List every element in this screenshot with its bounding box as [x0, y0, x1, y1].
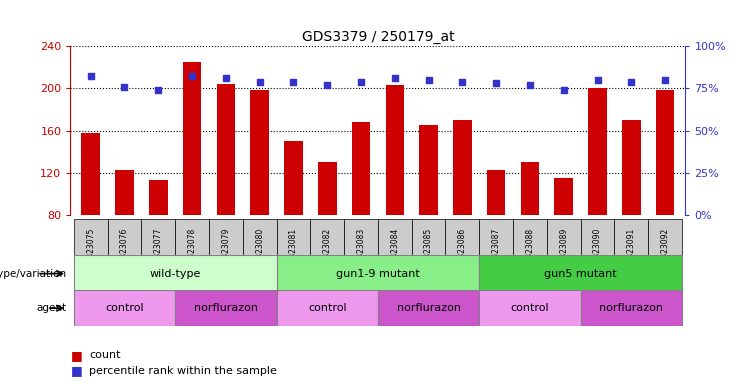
Point: [422, 77, 434, 83]
Bar: [547, 219, 581, 276]
Text: wild-type: wild-type: [150, 268, 201, 279]
Text: GSM323084: GSM323084: [391, 227, 399, 274]
Text: norflurazon: norflurazon: [194, 303, 258, 313]
Point: [119, 84, 130, 90]
Text: GSM323088: GSM323088: [525, 227, 534, 274]
Bar: [622, 120, 641, 215]
Point: [389, 75, 401, 81]
Text: control: control: [105, 303, 144, 313]
Bar: [115, 170, 134, 215]
Bar: [614, 219, 648, 276]
Text: control: control: [308, 303, 347, 313]
Bar: [378, 219, 412, 276]
Bar: [513, 219, 547, 276]
Bar: [250, 91, 269, 215]
Text: GSM323091: GSM323091: [627, 227, 636, 274]
Text: count: count: [89, 350, 121, 360]
Bar: [175, 219, 209, 276]
Text: GSM323075: GSM323075: [86, 227, 95, 274]
Text: GSM323092: GSM323092: [661, 227, 670, 274]
Text: GSM323083: GSM323083: [356, 227, 365, 274]
Point: [322, 82, 333, 88]
Text: GSM323076: GSM323076: [120, 227, 129, 274]
Bar: [284, 141, 303, 215]
Text: gun1-9 mutant: gun1-9 mutant: [336, 268, 420, 279]
Bar: [378, 290, 479, 326]
Bar: [74, 255, 276, 292]
Bar: [479, 290, 581, 326]
Point: [524, 82, 536, 88]
Text: control: control: [511, 303, 549, 313]
Text: GSM323081: GSM323081: [289, 227, 298, 274]
Title: GDS3379 / 250179_at: GDS3379 / 250179_at: [302, 30, 454, 44]
Bar: [82, 132, 100, 215]
Bar: [581, 219, 614, 276]
Bar: [149, 180, 167, 215]
Text: ■: ■: [70, 364, 82, 377]
Text: norflurazon: norflurazon: [599, 303, 663, 313]
Bar: [74, 290, 175, 326]
Bar: [142, 219, 175, 276]
Text: GSM323079: GSM323079: [222, 227, 230, 274]
Bar: [554, 178, 573, 215]
Text: norflurazon: norflurazon: [396, 303, 461, 313]
Bar: [243, 219, 276, 276]
Bar: [183, 62, 202, 215]
Bar: [445, 219, 479, 276]
Bar: [352, 122, 370, 215]
Point: [625, 78, 637, 84]
Text: GSM323077: GSM323077: [153, 227, 163, 274]
Text: agent: agent: [36, 303, 67, 313]
Text: GSM323080: GSM323080: [255, 227, 264, 274]
Bar: [310, 219, 344, 276]
Bar: [656, 91, 674, 215]
Text: GSM323090: GSM323090: [593, 227, 602, 274]
Bar: [276, 290, 378, 326]
Point: [84, 73, 96, 79]
Point: [355, 78, 367, 84]
Point: [491, 80, 502, 86]
Text: GSM323085: GSM323085: [424, 227, 433, 274]
Point: [591, 77, 603, 83]
Bar: [209, 219, 243, 276]
Text: percentile rank within the sample: percentile rank within the sample: [89, 366, 277, 376]
Point: [558, 87, 570, 93]
Text: GSM323086: GSM323086: [458, 227, 467, 274]
Point: [186, 73, 198, 79]
Point: [456, 78, 468, 84]
Bar: [276, 255, 479, 292]
Bar: [385, 85, 404, 215]
Text: GSM323078: GSM323078: [187, 227, 196, 274]
Bar: [107, 219, 142, 276]
Text: gun5 mutant: gun5 mutant: [545, 268, 617, 279]
Point: [288, 78, 299, 84]
Text: ■: ■: [70, 349, 82, 362]
Bar: [74, 219, 107, 276]
Bar: [453, 120, 472, 215]
Point: [659, 77, 671, 83]
Text: genotype/variation: genotype/variation: [0, 268, 67, 279]
Bar: [318, 162, 336, 215]
Bar: [479, 219, 513, 276]
Bar: [648, 219, 682, 276]
Bar: [588, 88, 607, 215]
Bar: [487, 170, 505, 215]
Point: [253, 78, 265, 84]
Bar: [419, 125, 438, 215]
Text: GSM323082: GSM323082: [323, 227, 332, 274]
Text: GSM323087: GSM323087: [492, 227, 501, 274]
Bar: [479, 255, 682, 292]
Bar: [175, 290, 276, 326]
Bar: [412, 219, 445, 276]
Bar: [581, 290, 682, 326]
Bar: [344, 219, 378, 276]
Point: [153, 87, 165, 93]
Bar: [521, 162, 539, 215]
Text: GSM323089: GSM323089: [559, 227, 568, 274]
Bar: [216, 84, 235, 215]
Point: [220, 75, 232, 81]
Bar: [276, 219, 310, 276]
